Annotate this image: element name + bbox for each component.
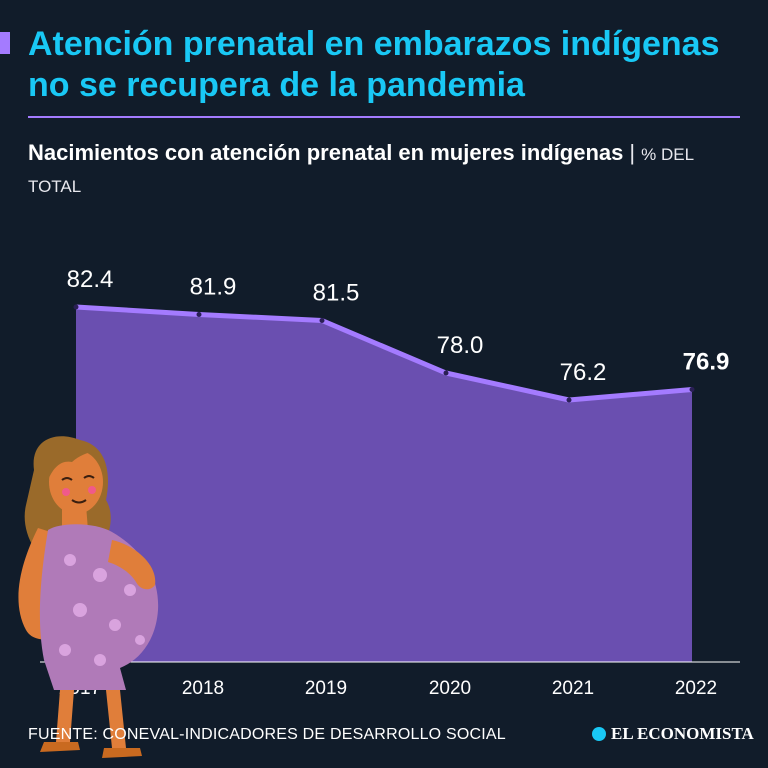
source-note: FUENTE: CONEVAL-INDICADORES DE DESARROLL… xyxy=(28,726,506,743)
data-point xyxy=(196,312,202,317)
x-tick-label: 2019 xyxy=(305,678,347,699)
data-label: 78.0 xyxy=(437,332,484,359)
data-label: 81.9 xyxy=(190,274,237,301)
data-label: 76.2 xyxy=(560,359,607,386)
x-tick-label: 2018 xyxy=(182,678,224,699)
data-point xyxy=(73,304,79,310)
data-label: 81.5 xyxy=(313,280,360,307)
data-point xyxy=(443,370,449,376)
chart-title: Nacimientos con atención prenatal en muj… xyxy=(28,140,624,165)
series-line xyxy=(75,304,693,403)
data-point xyxy=(689,387,695,392)
x-tick-label: 2022 xyxy=(675,678,717,699)
subtitle-separator: | xyxy=(629,140,636,165)
chart-unit: % DEL TOTAL xyxy=(28,145,694,196)
x-tick-label: 2021 xyxy=(552,678,594,699)
data-label: 76.9 xyxy=(683,349,730,376)
data-label: 82.4 xyxy=(67,266,114,293)
sandal-icon xyxy=(40,742,80,752)
data-point xyxy=(566,397,572,403)
face-icon xyxy=(49,450,103,514)
headline-rule xyxy=(28,116,740,118)
accent-bar xyxy=(0,32,10,54)
headline: Atención prenatal en embarazos indígenas… xyxy=(28,25,720,104)
brand-logo: EL ECONOMISTA xyxy=(592,724,754,744)
data-point xyxy=(319,318,325,323)
x-tick-label: 2020 xyxy=(429,678,471,699)
brand-icon xyxy=(592,727,606,741)
chart-subtitle: Nacimientos con atención prenatal en muj… xyxy=(28,138,748,202)
brand-name: EL ECONOMISTA xyxy=(611,724,754,743)
